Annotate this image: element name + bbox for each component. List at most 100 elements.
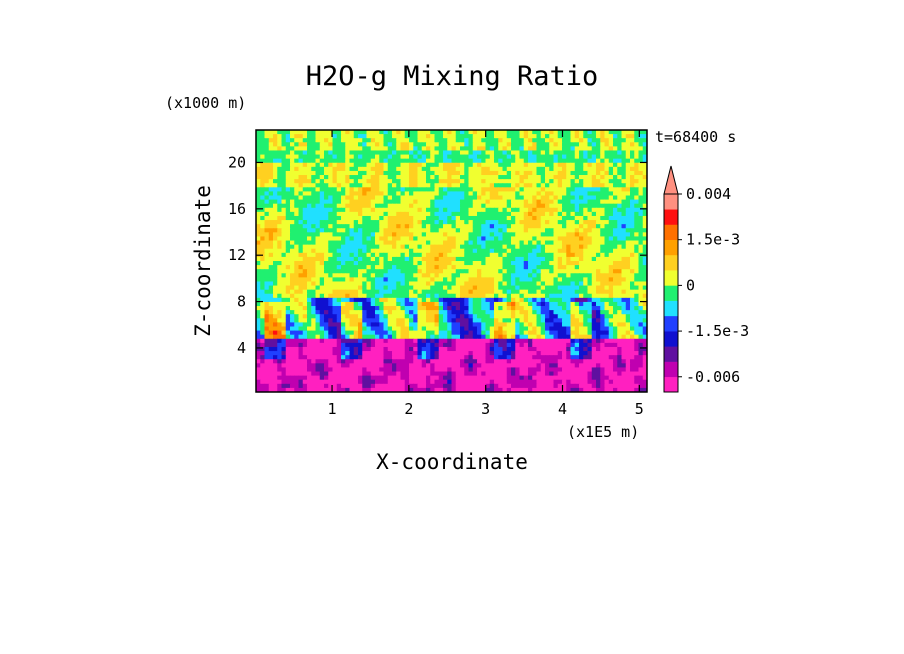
field-cell <box>485 199 491 205</box>
field-cell <box>298 166 304 172</box>
field-cell <box>285 289 291 295</box>
field-cell <box>472 297 478 303</box>
field-cell <box>566 265 572 270</box>
field-cell <box>387 138 393 143</box>
field-cell <box>464 175 470 180</box>
field-cell <box>515 301 521 307</box>
field-cell <box>528 338 533 344</box>
field-cell <box>256 166 261 172</box>
field-cell <box>260 138 266 143</box>
field-cell <box>256 297 261 303</box>
field-cell <box>536 170 542 176</box>
field-cell <box>421 318 427 323</box>
field-cell <box>290 179 295 184</box>
field-cell <box>587 191 593 197</box>
field-cell <box>515 318 521 323</box>
field-cell <box>430 322 436 328</box>
field-cell <box>460 269 465 274</box>
field-cell <box>273 183 278 188</box>
field-cell <box>443 277 448 283</box>
field-cell <box>494 232 499 238</box>
field-cell <box>328 195 334 201</box>
field-cell <box>464 252 470 258</box>
field-cell <box>260 281 266 287</box>
field-cell <box>281 195 287 201</box>
field-cell <box>426 224 431 229</box>
field-cell <box>553 138 559 143</box>
field-cell <box>421 191 427 197</box>
field-cell <box>566 342 572 348</box>
field-cell <box>443 244 448 250</box>
field-cell <box>545 232 550 238</box>
field-cell <box>574 297 580 303</box>
field-cell <box>383 228 389 233</box>
field-cell <box>319 269 325 274</box>
field-cell <box>324 220 329 225</box>
field-cell <box>570 146 576 152</box>
field-cell <box>455 273 461 278</box>
field-cell <box>383 244 389 250</box>
field-cell <box>502 334 508 340</box>
field-cell <box>485 261 491 266</box>
field-cell <box>345 142 351 147</box>
field-cell <box>472 179 478 184</box>
field-cell <box>400 228 406 233</box>
field-cell <box>596 224 601 229</box>
field-cell <box>468 232 474 238</box>
field-cell <box>455 306 461 311</box>
field-cell <box>532 162 538 168</box>
field-cell <box>557 175 563 180</box>
field-cell <box>621 146 627 152</box>
field-cell <box>481 244 487 250</box>
field-cell <box>519 314 525 319</box>
field-cell <box>570 301 576 307</box>
field-cell <box>281 203 287 209</box>
field-cell <box>383 334 389 340</box>
field-cell <box>600 334 606 340</box>
field-cell <box>387 285 393 291</box>
field-cell <box>392 314 397 319</box>
field-cell <box>489 248 495 254</box>
field-cell <box>625 293 631 299</box>
field-cell <box>485 318 491 323</box>
field-cell <box>298 215 304 221</box>
field-cell <box>600 338 606 344</box>
field-cell <box>277 150 283 156</box>
field-cell <box>621 293 627 299</box>
field-cell <box>392 252 397 258</box>
field-cell <box>336 146 342 152</box>
field-cell <box>591 314 597 319</box>
field-cell <box>426 183 431 188</box>
field-cell <box>375 322 380 328</box>
field-cell <box>545 261 550 266</box>
field-cell <box>642 211 647 217</box>
field-cell <box>604 138 610 143</box>
field-cell <box>519 289 525 295</box>
field-cell <box>485 269 491 274</box>
field-cell <box>574 256 580 262</box>
field-cell <box>617 220 623 225</box>
field-cell <box>587 211 593 217</box>
field-cell <box>472 318 478 323</box>
field-cell <box>451 261 457 266</box>
field-cell <box>625 158 631 164</box>
field-cell <box>409 170 414 176</box>
field-cell <box>566 166 572 172</box>
field-cell <box>536 318 542 323</box>
field-cell <box>498 154 504 160</box>
field-cell <box>477 138 482 143</box>
field-cell <box>464 265 470 270</box>
field-cell <box>387 244 393 250</box>
field-cell <box>404 166 410 172</box>
field-cell <box>596 240 601 246</box>
field-cell <box>336 322 342 328</box>
field-cell <box>502 330 508 336</box>
field-cell <box>349 179 355 184</box>
field-cell <box>315 187 321 192</box>
field-cell <box>540 236 546 242</box>
field-cell <box>451 285 457 291</box>
field-cell <box>324 175 329 180</box>
field-cell <box>549 146 555 152</box>
field-cell <box>307 232 312 238</box>
field-cell <box>409 175 414 180</box>
